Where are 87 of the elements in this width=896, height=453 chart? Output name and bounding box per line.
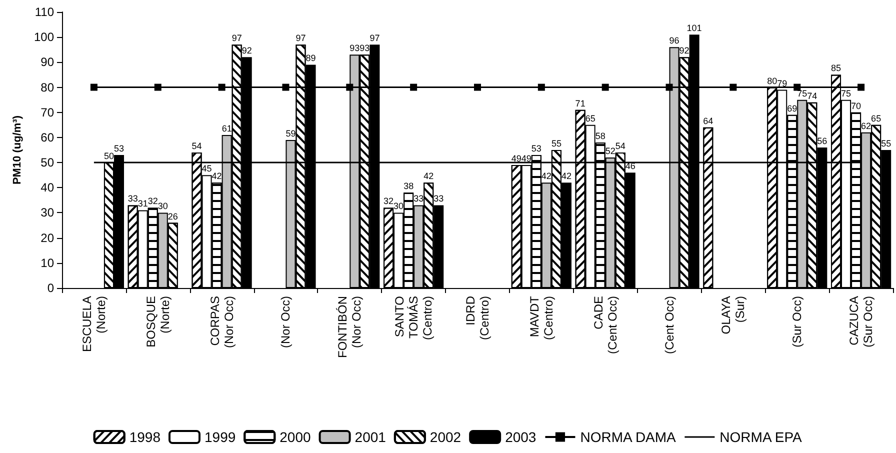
y-axis-title: PM10 (ug/m³) (12, 115, 24, 185)
data-label: 92 (242, 46, 252, 56)
legend-label: 2003 (505, 429, 536, 445)
data-label: 65 (585, 113, 596, 124)
x-tick-label: (Sur Occ) (790, 296, 804, 348)
data-label: 93 (360, 43, 370, 54)
data-label: 53 (531, 144, 542, 154)
legend-label: 2001 (354, 429, 386, 445)
y-tick-label: 100 (34, 30, 54, 44)
y-tick-label: 90 (40, 55, 54, 70)
legend-label: NORMA EPA (720, 429, 803, 445)
y-tick-label: 70 (40, 105, 54, 120)
x-tick-label: (Cent Occ) (662, 296, 676, 354)
x-tick-label: (Nor Occ) (278, 296, 293, 348)
y-tick-label: 50 (40, 156, 54, 170)
data-label: 64 (703, 116, 714, 126)
y-tick-label: 40 (40, 180, 54, 195)
data-label: 52 (605, 146, 616, 156)
data-label: 49 (521, 154, 532, 164)
data-label: 58 (595, 130, 606, 141)
data-label: 69 (787, 103, 798, 114)
data-label: 62 (861, 120, 872, 131)
y-tick-label: 20 (40, 230, 54, 245)
data-label: 101 (686, 23, 702, 34)
data-label: 31 (138, 198, 148, 209)
x-tick-label: CORPAS (Nor Occ) (208, 296, 236, 348)
y-tick-label: 30 (40, 206, 54, 220)
y-tick-label: 110 (34, 5, 54, 19)
data-label: 54 (192, 141, 202, 152)
data-label: 30 (394, 201, 404, 212)
data-label: 65 (871, 113, 882, 124)
data-label: 33 (414, 194, 424, 204)
legend-label: NORMA DAMA (580, 429, 677, 445)
x-tick-label: IDRD (Centro) (464, 296, 492, 340)
data-label: 55 (881, 138, 892, 148)
x-tick-label: BOSQUE (Norte) (144, 296, 172, 348)
data-label: 53 (114, 144, 124, 154)
data-label: 79 (777, 78, 788, 88)
data-label: 80 (767, 76, 778, 86)
y-tick-label: 10 (40, 256, 54, 270)
data-label: 92 (679, 46, 690, 56)
data-label: 32 (384, 196, 394, 206)
data-label: 61 (222, 123, 232, 134)
x-tick-label: ESCUELA (Norte) (80, 296, 108, 352)
data-label: 71 (575, 98, 586, 108)
data-label: 97 (232, 33, 242, 44)
data-label: 97 (370, 33, 380, 44)
x-tick-label: CADE (Cent Occ) (591, 296, 620, 354)
data-label: 46 (625, 161, 636, 172)
data-label: 59 (286, 128, 296, 138)
data-label: 89 (306, 53, 316, 64)
data-label: 54 (615, 141, 626, 152)
data-label: 42 (424, 171, 434, 182)
x-tick-label: MAVDT (Centro) (527, 295, 556, 340)
y-tick-label: 60 (40, 130, 54, 144)
data-label: 38 (404, 181, 414, 192)
data-label: 75 (841, 88, 852, 98)
x-tick-label: OLAYA (Sur) (719, 296, 748, 334)
data-label: 97 (296, 33, 306, 44)
data-label: 33 (128, 194, 138, 204)
data-label: 74 (807, 90, 818, 101)
legend-label: 2002 (430, 429, 462, 445)
x-tick-label: SANTO TOMÁS (Centro) (392, 296, 435, 340)
data-label: 42 (541, 171, 552, 182)
legend-label: 1998 (129, 429, 161, 445)
data-label: 30 (158, 201, 168, 212)
y-tick-label: 80 (40, 80, 54, 94)
data-label: 42 (561, 171, 572, 182)
legend-label: 1999 (204, 429, 236, 445)
data-label: 70 (851, 100, 862, 111)
data-label: 50 (104, 151, 114, 162)
y-tick-label: 0 (47, 281, 54, 295)
data-label: 26 (168, 211, 178, 222)
data-label: 93 (350, 43, 360, 54)
data-label: 33 (434, 194, 444, 204)
data-label: 96 (669, 36, 680, 46)
data-label: 45 (202, 164, 212, 174)
x-tick-label: CAZUCA (Sur Occ) (847, 296, 876, 348)
data-label: 56 (817, 136, 828, 146)
data-label: 55 (551, 138, 562, 148)
data-label: 49 (511, 154, 522, 164)
data-label: 85 (830, 63, 842, 74)
legend-label: 2000 (280, 429, 311, 445)
data-label: 75 (797, 88, 808, 98)
data-label: 32 (148, 196, 158, 206)
data-label: 42 (212, 171, 222, 182)
x-tick-label: FONTIBÓN (Nor Occ) (336, 296, 364, 358)
